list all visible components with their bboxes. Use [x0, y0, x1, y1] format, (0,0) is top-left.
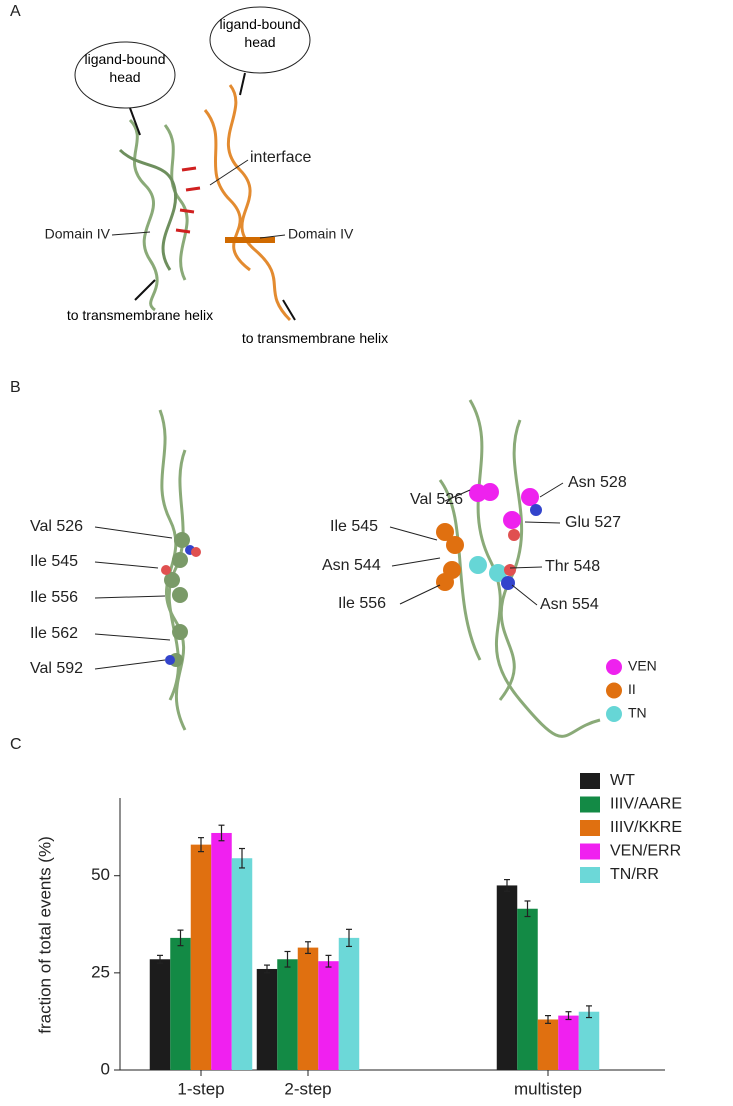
bar — [578, 1011, 600, 1070]
error-bar — [545, 1014, 551, 1024]
bar — [211, 832, 232, 1070]
error-bar — [198, 837, 204, 853]
residue-label: Ile 556 — [338, 595, 386, 612]
error-bar — [239, 847, 245, 869]
bar — [496, 885, 518, 1070]
error-bar — [565, 1011, 572, 1021]
legend-swatch — [580, 820, 600, 836]
residue-label: Val 592 — [30, 660, 83, 677]
annotation-text: to transmembrane helix — [241, 330, 389, 346]
residue-label: Ile 556 — [30, 589, 78, 606]
error-bar — [346, 928, 352, 948]
bar — [149, 959, 171, 1070]
legend-swatch — [580, 843, 600, 860]
legend-label: VEN — [628, 658, 657, 674]
y-tick-label: 0 — [101, 1059, 110, 1078]
annotation: Domain IV — [45, 226, 111, 242]
y-axis-label: fraction of total events (%) — [35, 836, 54, 1033]
callout-bubble — [74, 41, 176, 109]
bar — [338, 937, 360, 1070]
callout: ligand-bound head — [84, 51, 166, 85]
x-tick-label: 1-step — [177, 1079, 224, 1098]
legend-label: IIIV/KKRE — [610, 819, 682, 836]
bar — [170, 937, 191, 1070]
bar — [537, 1019, 559, 1070]
error-bar — [305, 941, 311, 955]
protein-right — [203, 84, 292, 322]
legend-label: TN/RR — [610, 866, 659, 883]
residue-labels: Val 526 Ile 545 Ile 556 Ile 562 Val 592 — [30, 518, 83, 677]
panel-letter: B — [10, 379, 21, 396]
residue-label: Asn 528 — [568, 474, 627, 491]
bar — [256, 968, 278, 1070]
y-tick-label: 25 — [91, 962, 110, 981]
residue-label: Val 526 — [410, 491, 463, 508]
annotation-text: to transmembrane helix — [66, 307, 214, 323]
legend-label: VEN/ERR — [610, 843, 681, 860]
bar — [517, 908, 538, 1070]
error-bar — [157, 954, 163, 964]
bar — [558, 1015, 579, 1070]
bar — [297, 947, 319, 1070]
legend-swatch — [580, 867, 600, 883]
x-tick-label: 2-step — [284, 1079, 331, 1098]
error-bar — [586, 1005, 592, 1019]
arrows — [129, 72, 296, 321]
residue-label: Thr 548 — [545, 558, 600, 575]
callout: ligand-bound head — [219, 16, 301, 50]
bar — [231, 858, 253, 1070]
legend-label: II — [628, 681, 636, 697]
error-bar — [504, 878, 510, 892]
residue-label: Ile 545 — [330, 518, 378, 535]
legend: VEN II TN — [606, 658, 657, 722]
annotation: to transmembrane helix — [66, 307, 214, 323]
annotation: interface — [250, 149, 311, 166]
residue-label: Asn 554 — [540, 596, 599, 613]
protein-left — [118, 118, 189, 312]
legend-marker — [606, 682, 622, 699]
error-bar — [218, 824, 225, 842]
callout-text: ligand-bound head — [219, 16, 301, 50]
callout-bubble — [209, 6, 311, 74]
legend-label: IIIV/AARE — [610, 796, 682, 813]
spheres-b-left — [161, 532, 201, 667]
legend-marker — [606, 706, 622, 722]
bar — [190, 844, 212, 1070]
annotation: to transmembrane helix — [241, 330, 389, 346]
residue-labels: Val 526 Asn 528 Ile 545 Glu 527 Asn 544 Thr 5… — [322, 474, 627, 613]
legend-marker — [606, 659, 622, 675]
callout-text: ligand-bound head — [84, 51, 166, 85]
bar-chart: 0 25 50 1-step 2-step multistep WT IIIV/AARE III… — [91, 772, 682, 1098]
bar — [277, 959, 298, 1070]
y-tick-label: 50 — [91, 865, 110, 884]
error-bar — [264, 964, 270, 974]
residue-label: Val 526 — [30, 518, 83, 535]
legend-label: WT — [610, 772, 635, 789]
x-tick-label: multistep — [514, 1079, 582, 1098]
annotation: Domain IV — [288, 226, 354, 242]
interface-contacts — [175, 166, 201, 234]
error-bar — [524, 900, 531, 918]
panel-letter: A — [10, 3, 21, 20]
residue-label: Asn 544 — [322, 557, 381, 574]
error-bar — [177, 929, 184, 947]
error-bar — [284, 950, 291, 968]
legend-swatch — [580, 796, 600, 813]
bar — [318, 961, 339, 1070]
leader-lines — [111, 159, 286, 239]
residue-label: Ile 545 — [30, 553, 78, 570]
legend-swatch — [580, 773, 600, 789]
error-bar — [325, 954, 332, 968]
panel-letter: C — [10, 736, 22, 753]
residue-label: Ile 562 — [30, 625, 78, 642]
legend-label: TN — [628, 705, 647, 721]
spheres-b-right — [436, 483, 542, 591]
leader-lines — [94, 482, 564, 670]
residue-label: Glu 527 — [565, 514, 621, 531]
